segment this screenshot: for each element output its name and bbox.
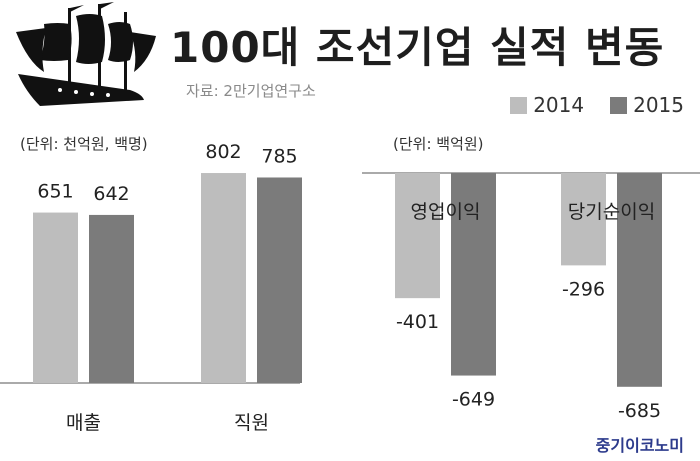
category-label-영업이익: 영업이익 (411, 201, 481, 223)
legend: 2014 2015 (510, 93, 684, 117)
category-label-직원: 직원 (234, 412, 269, 434)
bar-직원-2015 (257, 177, 302, 383)
category-label-매출: 매출 (66, 412, 101, 434)
data-label-당기순이익-2014: -296 (562, 278, 605, 300)
data-label-영업이익-2015: -649 (452, 389, 495, 411)
data-label-당기순이익-2015: -685 (618, 400, 661, 422)
legend-swatch-2015 (610, 96, 628, 114)
bar-매출-2015 (89, 214, 134, 383)
legend-label-2015: 2015 (633, 93, 684, 117)
data-label-직원-2015: 785 (261, 145, 297, 167)
legend-swatch-2014 (510, 96, 528, 114)
bar-영업이익-2014 (395, 173, 440, 299)
bar-당기순이익-2014 (561, 173, 606, 266)
legend-label-2014: 2014 (533, 93, 585, 117)
unit-label-left: (단위: 천억원, 백명) (20, 135, 148, 153)
page-title: 100대 조선기업 실적 변동 (170, 23, 665, 72)
source-note: 자료: 2만기업연구소 (186, 82, 316, 100)
bar-직원-2014 (201, 173, 246, 383)
data-label-매출-2015: 642 (93, 183, 129, 205)
data-label-직원-2014: 802 (205, 141, 241, 163)
data-label-영업이익-2014: -401 (396, 311, 439, 333)
bar-당기순이익-2015 (617, 173, 662, 387)
bar-매출-2014 (33, 212, 78, 383)
bar-영업이익-2015 (451, 173, 496, 376)
category-label-당기순이익: 당기순이익 (568, 201, 655, 223)
ship-logo (16, 2, 156, 106)
data-label-매출-2014: 651 (37, 181, 73, 203)
unit-label-right: (단위: 백억원) (393, 135, 484, 153)
brand-logo-text: 중기이코노미 (595, 436, 684, 455)
